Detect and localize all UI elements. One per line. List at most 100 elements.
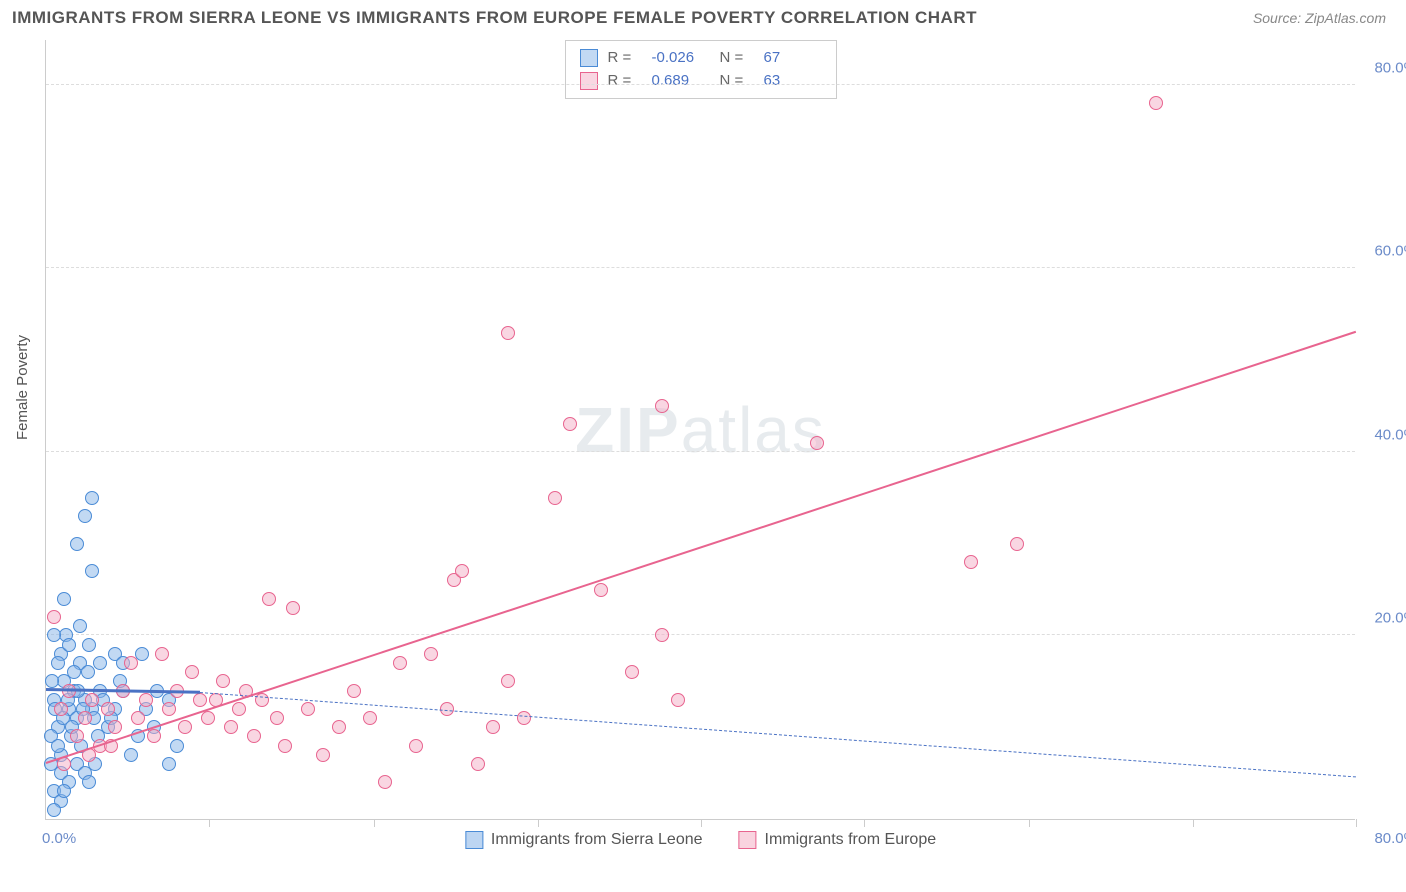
data-point (85, 564, 99, 578)
legend-bottom-label-1: Immigrants from Sierra Leone (491, 831, 703, 849)
scatter-chart: ZIPatlas R = -0.026 N = 67 R = 0.689 N =… (45, 40, 1355, 820)
data-point (147, 729, 161, 743)
data-point (501, 674, 515, 688)
data-point (124, 656, 138, 670)
r-label-1: R = (608, 47, 642, 70)
data-point (625, 665, 639, 679)
data-point (78, 509, 92, 523)
data-point (170, 739, 184, 753)
gridline-h (46, 451, 1355, 452)
data-point (108, 720, 122, 734)
data-point (101, 702, 115, 716)
data-point (70, 729, 84, 743)
x-tick (1029, 819, 1030, 827)
x-tick (538, 819, 539, 827)
gridline-h (46, 267, 1355, 268)
trend-line (200, 692, 1356, 777)
legend-bottom-label-2: Immigrants from Europe (765, 831, 937, 849)
data-point (347, 684, 361, 698)
data-point (424, 647, 438, 661)
data-point (247, 729, 261, 743)
data-point (548, 491, 562, 505)
x-tick (864, 819, 865, 827)
data-point (655, 399, 669, 413)
r-value-2: 0.689 (652, 70, 710, 93)
data-point (93, 656, 107, 670)
data-point (45, 674, 59, 688)
data-point (54, 702, 68, 716)
data-point (278, 739, 292, 753)
x-tick (1193, 819, 1194, 827)
data-point (62, 638, 76, 652)
data-point (964, 555, 978, 569)
data-point (178, 720, 192, 734)
data-point (51, 656, 65, 670)
data-point (155, 647, 169, 661)
data-point (224, 720, 238, 734)
n-value-1: 67 (764, 47, 822, 70)
data-point (316, 748, 330, 762)
correlation-legend: R = -0.026 N = 67 R = 0.689 N = 63 (565, 40, 837, 99)
data-point (216, 674, 230, 688)
data-point (378, 775, 392, 789)
gridline-h (46, 634, 1355, 635)
data-point (70, 537, 84, 551)
chart-title: IMMIGRANTS FROM SIERRA LEONE VS IMMIGRAN… (12, 8, 977, 28)
data-point (671, 693, 685, 707)
data-point (810, 436, 824, 450)
watermark: ZIPatlas (575, 393, 826, 467)
legend-bottom-swatch-1 (465, 831, 483, 849)
data-point (255, 693, 269, 707)
source-prefix: Source: (1253, 10, 1305, 26)
data-point (51, 739, 65, 753)
data-point (81, 665, 95, 679)
y-tick-label: 40.0% (1374, 426, 1406, 443)
legend-swatch-2 (580, 72, 598, 90)
x-tick (374, 819, 375, 827)
data-point (655, 628, 669, 642)
y-axis-title: Female Poverty (14, 335, 31, 440)
data-point (517, 711, 531, 725)
watermark-light: atlas (681, 394, 826, 466)
legend-item-1: Immigrants from Sierra Leone (465, 831, 703, 849)
data-point (47, 628, 61, 642)
data-point (262, 592, 276, 606)
data-point (301, 702, 315, 716)
data-point (82, 638, 96, 652)
data-point (47, 803, 61, 817)
data-point (409, 739, 423, 753)
data-point (73, 619, 87, 633)
data-point (471, 757, 485, 771)
x-tick (701, 819, 702, 827)
data-point (286, 601, 300, 615)
legend-item-2: Immigrants from Europe (739, 831, 937, 849)
data-point (124, 748, 138, 762)
data-point (78, 711, 92, 725)
legend-swatch-1 (580, 49, 598, 67)
x-tick (1356, 819, 1357, 827)
source-attribution: Source: ZipAtlas.com (1253, 10, 1386, 26)
origin-label: 0.0% (42, 830, 76, 847)
n-value-2: 63 (764, 70, 822, 93)
data-point (185, 665, 199, 679)
source-name: ZipAtlas.com (1305, 10, 1386, 26)
data-point (455, 564, 469, 578)
data-point (57, 592, 71, 606)
data-point (270, 711, 284, 725)
y-tick-label: 60.0% (1374, 243, 1406, 260)
data-point (1010, 537, 1024, 551)
n-label-1: N = (720, 47, 754, 70)
data-point (1149, 96, 1163, 110)
legend-bottom-swatch-2 (739, 831, 757, 849)
data-point (131, 711, 145, 725)
data-point (193, 693, 207, 707)
y-tick-label: 80.0% (1374, 59, 1406, 76)
r-label-2: R = (608, 70, 642, 93)
data-point (563, 417, 577, 431)
data-point (201, 711, 215, 725)
x-axis-end-label: 80.0% (1374, 830, 1406, 847)
series-legend: Immigrants from Sierra Leone Immigrants … (465, 831, 936, 849)
title-bar: IMMIGRANTS FROM SIERRA LEONE VS IMMIGRAN… (0, 0, 1406, 30)
data-point (393, 656, 407, 670)
legend-row-series-1: R = -0.026 N = 67 (580, 47, 822, 70)
